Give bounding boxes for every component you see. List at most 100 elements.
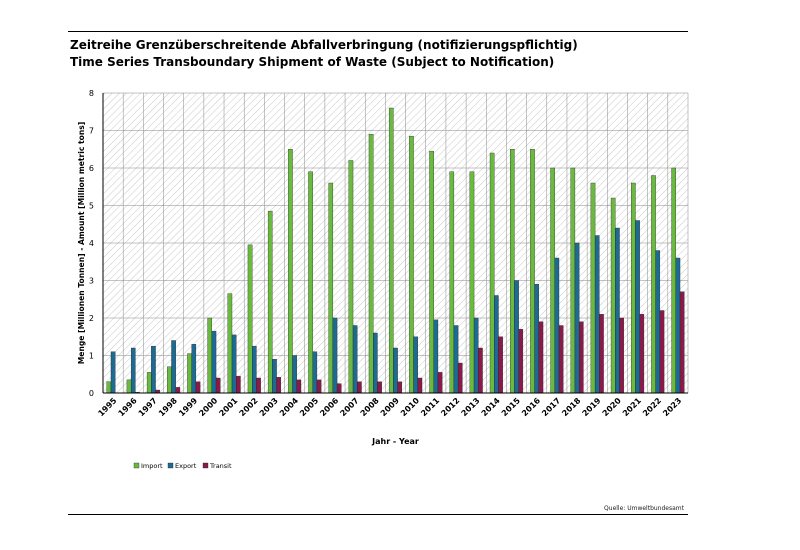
bar-transit-2016 [538, 321, 544, 394]
bar-transit-2012 [457, 362, 463, 394]
x-tick-label: 2015 [500, 396, 522, 418]
y-tick-label: 0 [89, 389, 94, 398]
bar-import-2008 [368, 134, 374, 394]
bar-export-2013 [473, 317, 479, 394]
bar-import-2002 [247, 244, 253, 394]
x-tick-label: 2010 [399, 396, 421, 418]
bar-transit-2013 [478, 347, 483, 394]
bar-export-2004 [292, 355, 297, 394]
bar-import-2014 [489, 152, 495, 394]
bar-import-2019 [590, 182, 596, 394]
bar-import-1995 [106, 381, 112, 394]
bar-transit-2005 [316, 379, 322, 394]
bar-export-2015 [514, 280, 519, 394]
bar-export-2007 [352, 325, 358, 394]
bar-transit-2017 [558, 325, 564, 394]
x-tick-label: 2003 [258, 396, 280, 418]
bar-import-2003 [267, 210, 273, 394]
x-tick-label: 2011 [419, 396, 441, 418]
x-tick-label: 1995 [96, 396, 118, 418]
x-tick-label: 2014 [480, 396, 502, 418]
bar-export-2006 [332, 317, 338, 394]
bar-export-2003 [272, 359, 277, 394]
x-tick-label: 1997 [137, 396, 159, 418]
x-tick-label: 2009 [379, 396, 401, 418]
x-tick-label: 2017 [540, 396, 562, 418]
x-tick-label: 2012 [439, 396, 461, 418]
x-tick-label: 2019 [581, 396, 603, 418]
bar-transit-1999 [195, 381, 201, 394]
bar-import-2004 [288, 149, 293, 394]
bar-import-2023 [671, 167, 676, 394]
chart-title-german: Zeitreihe Grenzüberschreitende Abfallver… [70, 38, 578, 52]
x-tick-label: 2000 [197, 396, 219, 418]
bar-export-2009 [393, 347, 398, 394]
bar-import-1999 [187, 353, 192, 394]
bar-transit-2018 [578, 321, 584, 394]
bar-transit-2010 [417, 377, 423, 394]
chart-title-english: Time Series Transboundary Shipment of Wa… [70, 55, 555, 69]
bottom-rule [68, 514, 688, 515]
bar-import-2010 [409, 135, 414, 394]
bar-export-2010 [413, 336, 418, 394]
bar-transit-2022 [659, 310, 665, 394]
legend-swatch-import [133, 462, 140, 469]
bar-transit-2007 [357, 381, 362, 394]
bar-export-2021 [635, 220, 640, 394]
bar-transit-2023 [679, 291, 685, 394]
x-tick-label: 2016 [520, 396, 542, 418]
bar-import-2011 [429, 150, 434, 394]
bar-export-2022 [655, 250, 661, 394]
x-axis-label: Jahr - Year [371, 437, 419, 446]
bar-transit-2019 [599, 314, 604, 394]
bar-export-1997 [151, 345, 156, 394]
bar-import-1998 [167, 366, 172, 394]
x-tick-label: 2004 [278, 396, 300, 418]
x-tick-label: 2002 [238, 396, 260, 418]
bar-transit-1998 [175, 387, 181, 394]
top-rule [68, 31, 688, 32]
bar-export-2005 [312, 351, 318, 394]
legend-swatch-export [167, 462, 174, 469]
legend-swatch-transit [202, 462, 209, 469]
bar-transit-2006 [336, 383, 342, 394]
bar-import-2009 [388, 107, 394, 394]
bar-transit-2011 [437, 372, 443, 394]
bar-import-2007 [348, 160, 354, 394]
x-tick-label: 2005 [298, 396, 320, 418]
legend-label-transit: Transit [209, 462, 232, 470]
bar-import-2001 [227, 293, 233, 394]
bar-transit-2020 [619, 317, 624, 394]
x-tick-label: 2013 [459, 396, 481, 418]
bar-transit-2008 [377, 381, 382, 394]
bar-import-2016 [530, 149, 535, 394]
x-tick-label: 2018 [560, 396, 582, 418]
y-tick-label: 5 [89, 202, 94, 211]
bar-import-1997 [146, 372, 152, 394]
y-tick-label: 6 [89, 164, 94, 173]
x-tick-label: 2008 [359, 396, 381, 418]
bar-transit-2014 [498, 336, 503, 394]
bar-import-2006 [328, 182, 334, 394]
bar-import-2018 [570, 167, 576, 394]
y-tick-label: 7 [89, 127, 94, 136]
bar-export-2019 [594, 235, 600, 394]
bar-transit-2002 [256, 377, 261, 394]
bar-export-2002 [252, 345, 257, 394]
bar-import-2021 [631, 182, 636, 394]
x-tick-label: 2006 [318, 396, 340, 418]
y-tick-label: 8 [89, 89, 94, 98]
bar-export-2008 [373, 332, 378, 394]
bar-transit-2021 [639, 314, 645, 394]
bar-export-1995 [110, 351, 116, 394]
bar-export-2020 [615, 227, 620, 394]
bar-export-1999 [191, 344, 197, 394]
bar-transit-2003 [276, 377, 281, 394]
x-tick-label: 2001 [217, 396, 239, 418]
bar-export-2014 [494, 295, 499, 394]
x-tick-label: 2007 [338, 396, 360, 418]
x-tick-label: 1999 [177, 396, 199, 418]
bar-export-2018 [574, 242, 580, 394]
bar-import-2000 [207, 317, 213, 394]
